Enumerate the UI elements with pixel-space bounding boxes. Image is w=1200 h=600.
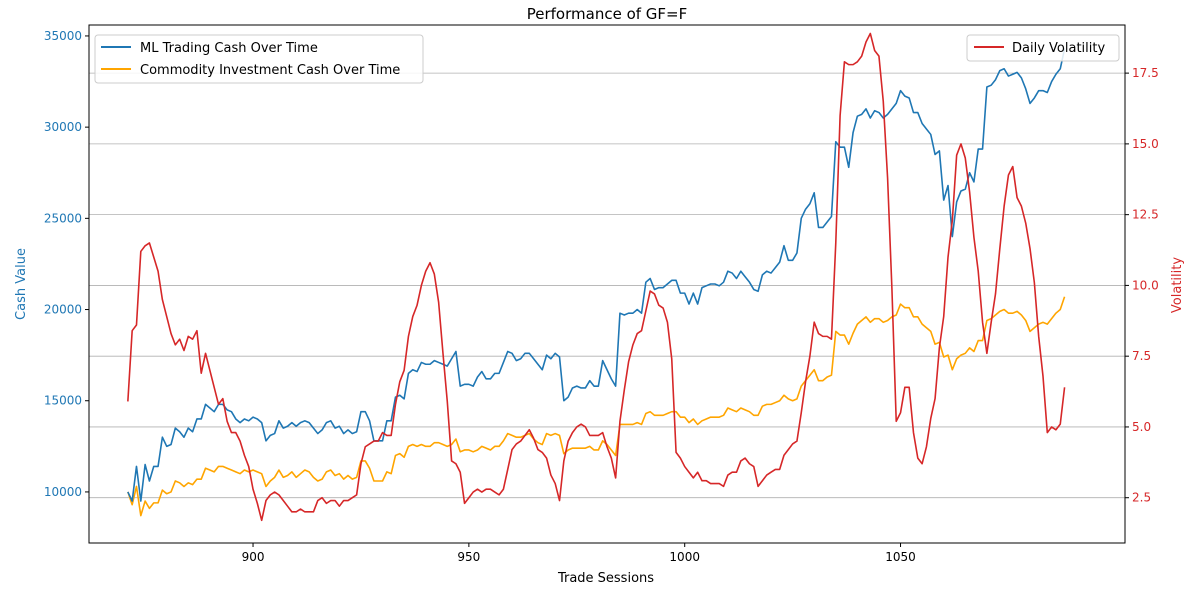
y-right-tick-label-0: 2.5 [1132,491,1151,505]
x-tick-label-1: 950 [457,550,480,564]
legend-left: ML Trading Cash Over Time Commodity Inve… [95,35,423,83]
y-right-tick-label-4: 12.5 [1132,208,1159,222]
legend-right: Daily Volatility [967,35,1119,61]
x-tick-label-0: 900 [242,550,265,564]
y-right-tick-label-2: 7.5 [1132,349,1151,363]
y-right-tick-label-5: 15.0 [1132,137,1159,151]
y-right-tick-label-6: 17.5 [1132,66,1159,80]
y-left-tick-label-2: 20000 [44,303,82,317]
y-left-tick-label-0: 10000 [44,485,82,499]
y-axis-right-label: Volatility [1170,257,1185,313]
y-left-tick-label-3: 25000 [44,211,82,225]
series-layer [128,33,1065,520]
commodity-investment-series [128,297,1065,516]
y-axis-left-label: Cash Value [14,248,29,320]
legend-commodity-label: Commodity Investment Cash Over Time [140,63,400,78]
grid-layer [89,73,1125,498]
y-right-tick-label-3: 10.0 [1132,278,1159,292]
volatility-series [128,33,1065,520]
x-tick-label-3: 1050 [885,550,916,564]
axis-layer: 900 950 1000 1050 10000 15000 20000 25000 30000 3… [44,29,1159,564]
ml-trading-series [128,49,1065,501]
chart-title: Performance of GF=F [527,5,688,23]
x-axis-label: Trade Sessions [557,571,654,586]
y-left-tick-label-4: 30000 [44,120,82,134]
legend-ml-label: ML Trading Cash Over Time [140,41,318,56]
x-tick-label-2: 1000 [669,550,700,564]
y-left-tick-label-1: 15000 [44,394,82,408]
plot-frame [89,25,1125,543]
legend-volatility-label: Daily Volatility [1012,41,1105,56]
y-left-tick-label-5: 35000 [44,29,82,43]
y-right-tick-label-1: 5.0 [1132,420,1151,434]
